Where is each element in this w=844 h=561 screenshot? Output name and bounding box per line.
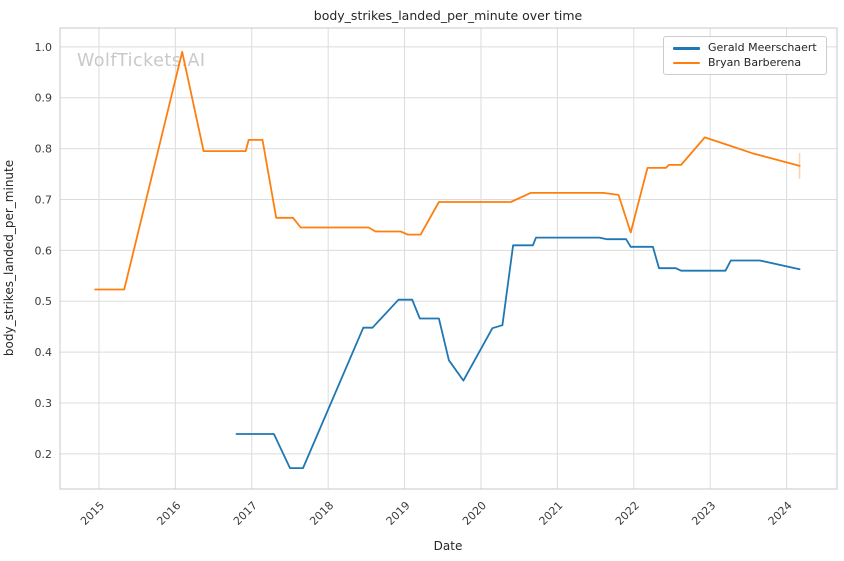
x-axis-tick-labels: 2015 2016 2017 2018 2019 2020 2021 2022 2023 2024 xyxy=(78,499,795,528)
y-tick-label: 0.3 xyxy=(35,397,53,410)
legend: Gerald Meerschaert Bryan Barberena xyxy=(663,36,827,75)
series-line-bryan-barberena xyxy=(94,51,801,291)
watermark: WolfTickets.AI xyxy=(77,51,206,71)
x-tick-label: 2016 xyxy=(154,499,183,528)
x-axis-label: Date xyxy=(434,539,463,553)
x-tick-label: 2018 xyxy=(307,499,336,528)
legend-line-swatch xyxy=(673,47,700,50)
y-tick-label: 0.6 xyxy=(35,244,53,257)
y-tick-label: 0.4 xyxy=(35,346,53,359)
y-tick-label: 0.9 xyxy=(35,92,53,105)
legend-label: Gerald Meerschaert xyxy=(708,41,817,55)
legend-item: Gerald Meerschaert xyxy=(673,41,820,55)
data-series xyxy=(94,51,801,470)
x-tick-label: 2021 xyxy=(537,499,566,528)
x-tick-label: 2024 xyxy=(766,499,795,528)
series-line-gerald-meerschaert xyxy=(235,236,801,470)
x-tick-label: 2019 xyxy=(384,499,413,528)
legend-label: Bryan Barberena xyxy=(708,55,802,69)
chart-title: body_strikes_landed_per_minute over time xyxy=(314,8,583,23)
x-tick-label: 2023 xyxy=(689,499,718,528)
x-tick-label: 2020 xyxy=(460,499,489,528)
y-tick-label: 0.2 xyxy=(35,448,53,461)
y-tick-label: 0.8 xyxy=(35,143,53,156)
x-tick-label: 2015 xyxy=(78,499,107,528)
legend-line-swatch xyxy=(673,61,700,64)
x-tick-label: 2017 xyxy=(231,499,260,528)
y-tick-label: 1.0 xyxy=(35,41,53,54)
y-axis-tick-labels: 0.2 0.3 0.4 0.5 0.6 0.7 0.8 0.9 1.0 xyxy=(35,41,53,461)
gridlines xyxy=(60,28,837,489)
legend-item: Bryan Barberena xyxy=(673,56,820,70)
y-tick-label: 0.5 xyxy=(35,295,53,308)
y-tick-label: 0.7 xyxy=(35,193,53,206)
y-axis-label: body_strikes_landed_per_minute xyxy=(2,160,16,356)
plot-border xyxy=(59,27,838,490)
x-tick-label: 2022 xyxy=(613,499,642,528)
